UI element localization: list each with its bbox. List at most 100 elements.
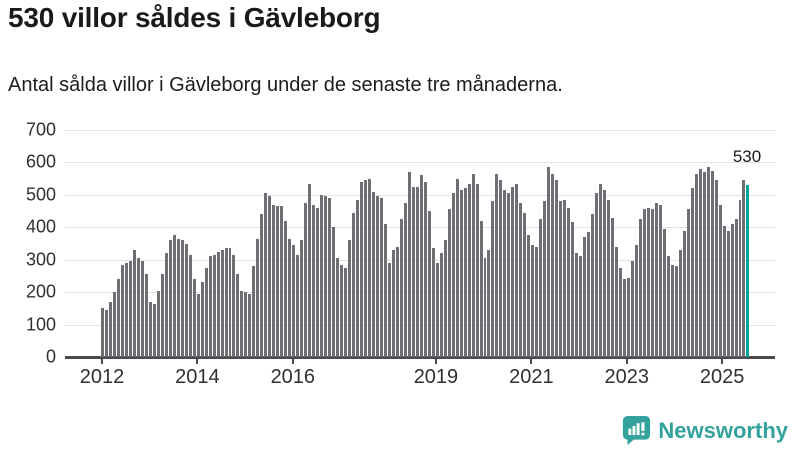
bar (160, 274, 164, 357)
bar (348, 240, 352, 357)
x-tick-2025 (721, 358, 724, 364)
bar (128, 261, 132, 357)
x-axis-line (65, 356, 775, 359)
bar (152, 303, 156, 357)
bar (527, 235, 531, 357)
bar (387, 262, 391, 357)
bar (264, 193, 268, 357)
x-tick-label-2014: 2014 (175, 366, 220, 388)
bar (136, 258, 140, 357)
bar (395, 246, 399, 357)
bar (531, 245, 535, 357)
bars (101, 130, 750, 357)
bar (340, 264, 344, 357)
bar (455, 178, 459, 357)
bar (144, 274, 148, 357)
bar (599, 183, 603, 357)
bar (399, 219, 403, 357)
x-tick-2019 (434, 358, 437, 364)
bar (164, 253, 168, 357)
y-tick-label: 300 (25, 249, 56, 270)
bar (260, 214, 264, 357)
bar (702, 172, 706, 357)
bar (626, 277, 630, 357)
bar (148, 301, 152, 357)
bar (642, 209, 646, 357)
chart-title: 530 villor såldes i Gävleborg (8, 2, 381, 33)
gridline-600 (65, 162, 775, 164)
bar (212, 254, 216, 357)
bar (463, 188, 467, 357)
bar (200, 282, 204, 357)
y-tick-label: 0 (45, 346, 56, 367)
bar (503, 190, 507, 357)
bar (674, 266, 678, 357)
bar (268, 196, 272, 357)
bar (678, 250, 682, 357)
bar (591, 214, 595, 357)
bar (168, 240, 172, 357)
bar (587, 232, 591, 357)
bar (379, 198, 383, 357)
bar (738, 199, 742, 357)
bar (172, 235, 176, 357)
bar (487, 250, 491, 357)
bar (451, 193, 455, 357)
bar (575, 253, 579, 357)
bar (515, 183, 519, 357)
brand-footer: Newsworthy (622, 415, 788, 446)
bar (101, 308, 104, 357)
bar (196, 293, 200, 357)
bar (654, 202, 658, 357)
bar (607, 199, 610, 357)
bar (670, 264, 674, 357)
bar (140, 261, 144, 357)
bar (634, 245, 638, 357)
bar (439, 253, 443, 357)
bar (296, 254, 300, 357)
bar (120, 264, 124, 357)
x-tick-label-2016: 2016 (270, 366, 316, 388)
bar (324, 196, 328, 357)
bar (427, 211, 431, 357)
x-tick-2023 (625, 358, 628, 364)
bar (236, 274, 240, 357)
bar (483, 258, 487, 357)
x-tick-label-2023: 2023 (604, 366, 650, 388)
bar (232, 254, 236, 357)
bar (375, 196, 379, 357)
bar (216, 251, 220, 357)
bar (730, 224, 734, 357)
bar (618, 267, 622, 357)
bar (288, 238, 292, 357)
highlight-bar (746, 185, 750, 357)
bar (371, 191, 375, 357)
bar (507, 193, 511, 357)
bar (248, 293, 252, 357)
newsworthy-logo-icon (623, 416, 651, 445)
bar (403, 202, 407, 357)
y-tick-label: 600 (25, 151, 56, 172)
brand-name: Newsworthy (658, 417, 788, 443)
bar (658, 204, 662, 357)
bar (344, 267, 348, 357)
bar (614, 246, 618, 357)
y-axis-labels: 0 100 200 300 400 500 600 700 (0, 120, 56, 367)
bar (180, 240, 184, 357)
bar (308, 183, 312, 357)
y-tick-label: 100 (25, 314, 56, 335)
bar (280, 206, 284, 357)
bar (328, 198, 332, 357)
bar (706, 167, 710, 357)
bar (742, 180, 746, 357)
x-tick-2014 (196, 358, 199, 364)
bar (718, 204, 722, 357)
bar (431, 248, 435, 357)
bar (124, 262, 128, 357)
bar (104, 309, 108, 357)
bar (567, 207, 571, 357)
bar (714, 180, 718, 357)
bar (244, 292, 248, 357)
y-tick-label: 700 (25, 119, 56, 140)
